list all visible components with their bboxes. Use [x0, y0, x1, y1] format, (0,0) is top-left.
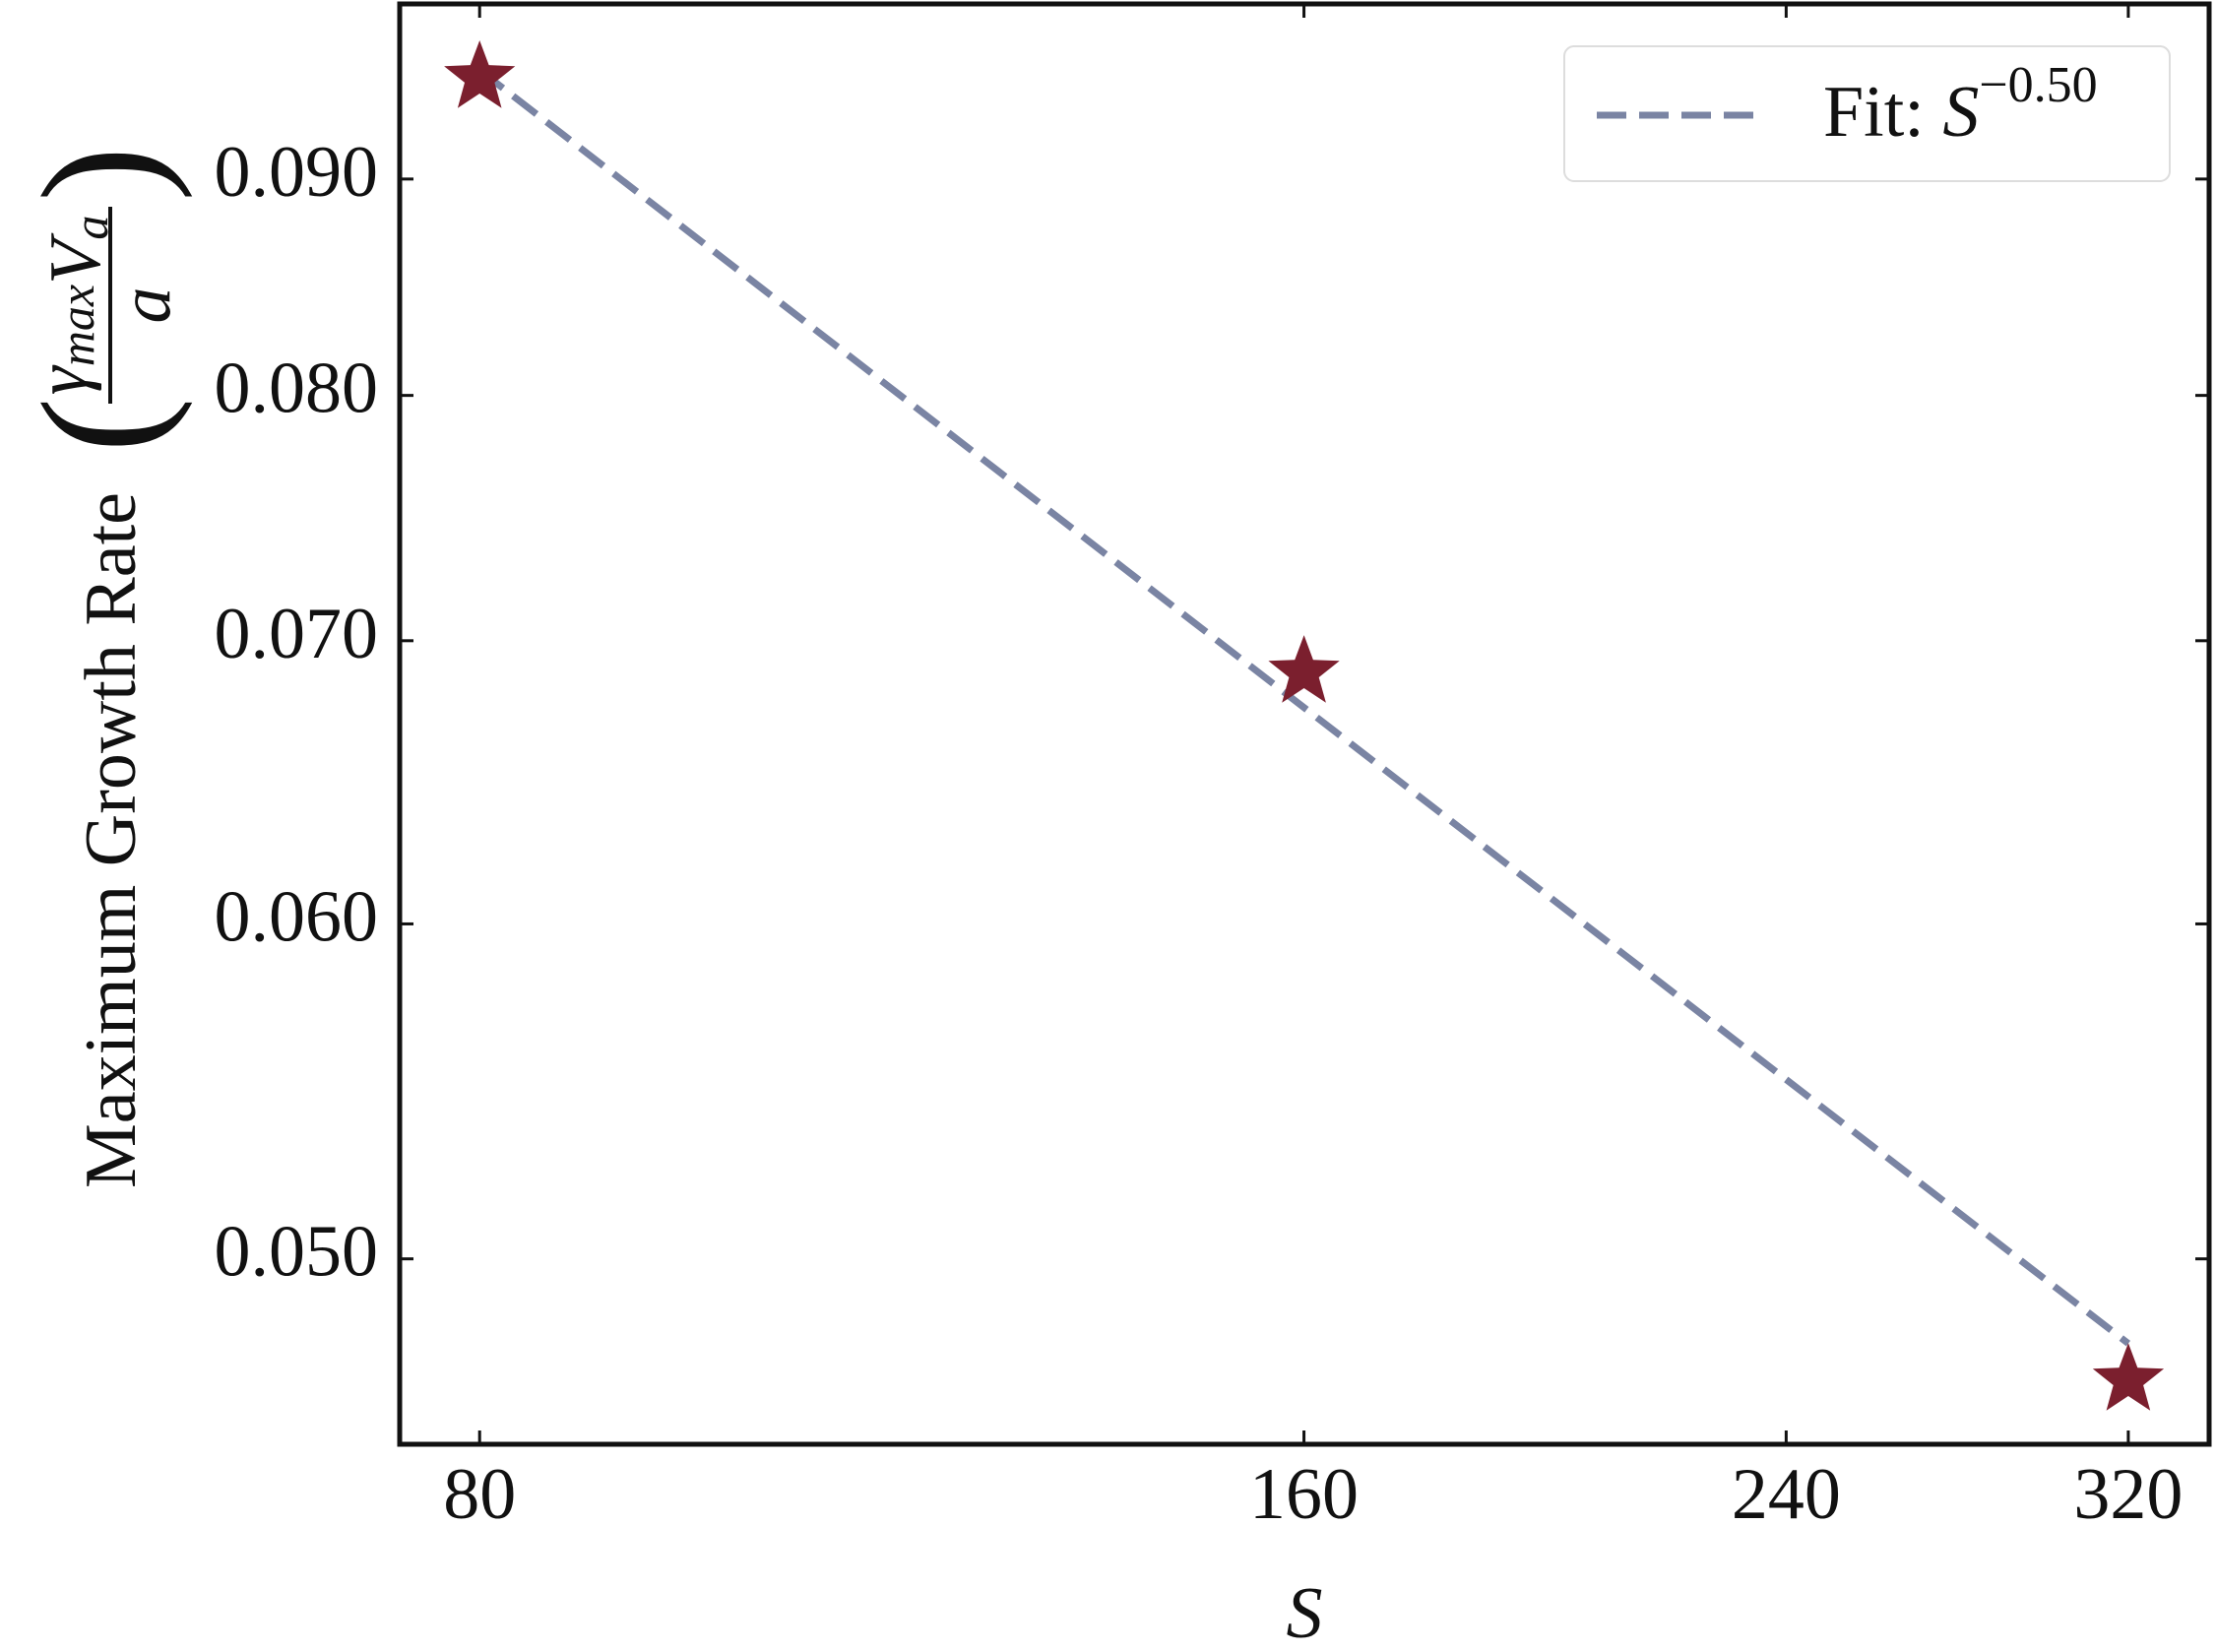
- x-axis-label: S: [1287, 1573, 1323, 1652]
- star-marker: [1268, 635, 1340, 703]
- y-tick-label: 0.050: [215, 1212, 379, 1293]
- paren-left: (: [8, 397, 193, 453]
- fit-line: [477, 67, 2131, 1347]
- y-tick-label: 0.080: [215, 349, 379, 429]
- y-unit-denominator: a: [105, 287, 186, 324]
- y-axis-label-group: Maximum Growth Rate ( γmaxVa a ): [8, 146, 193, 1188]
- x-tick-label: 160: [1249, 1454, 1359, 1535]
- x-tick-label: 80: [443, 1454, 516, 1535]
- x-tick-label: 240: [1732, 1454, 1841, 1535]
- axes-frame: [397, 1, 2212, 1447]
- y-tick-label: 0.090: [215, 132, 379, 213]
- legend-label: Fit: S−0.50: [1823, 57, 2098, 153]
- y-tick-label: 0.060: [215, 876, 379, 957]
- paren-right: ): [8, 146, 193, 202]
- unit-subscript: max: [49, 285, 104, 366]
- legend-box: [1563, 45, 2171, 182]
- star-marker: [2092, 1343, 2165, 1411]
- unit-symbol: γ: [22, 364, 102, 395]
- y-axis-label: Maximum Growth Rate: [71, 492, 152, 1188]
- x-tick-label: 320: [2073, 1454, 2183, 1535]
- star-marker: [444, 40, 516, 108]
- unit-symbol: V: [35, 232, 116, 285]
- y-tick-label: 0.070: [215, 594, 379, 674]
